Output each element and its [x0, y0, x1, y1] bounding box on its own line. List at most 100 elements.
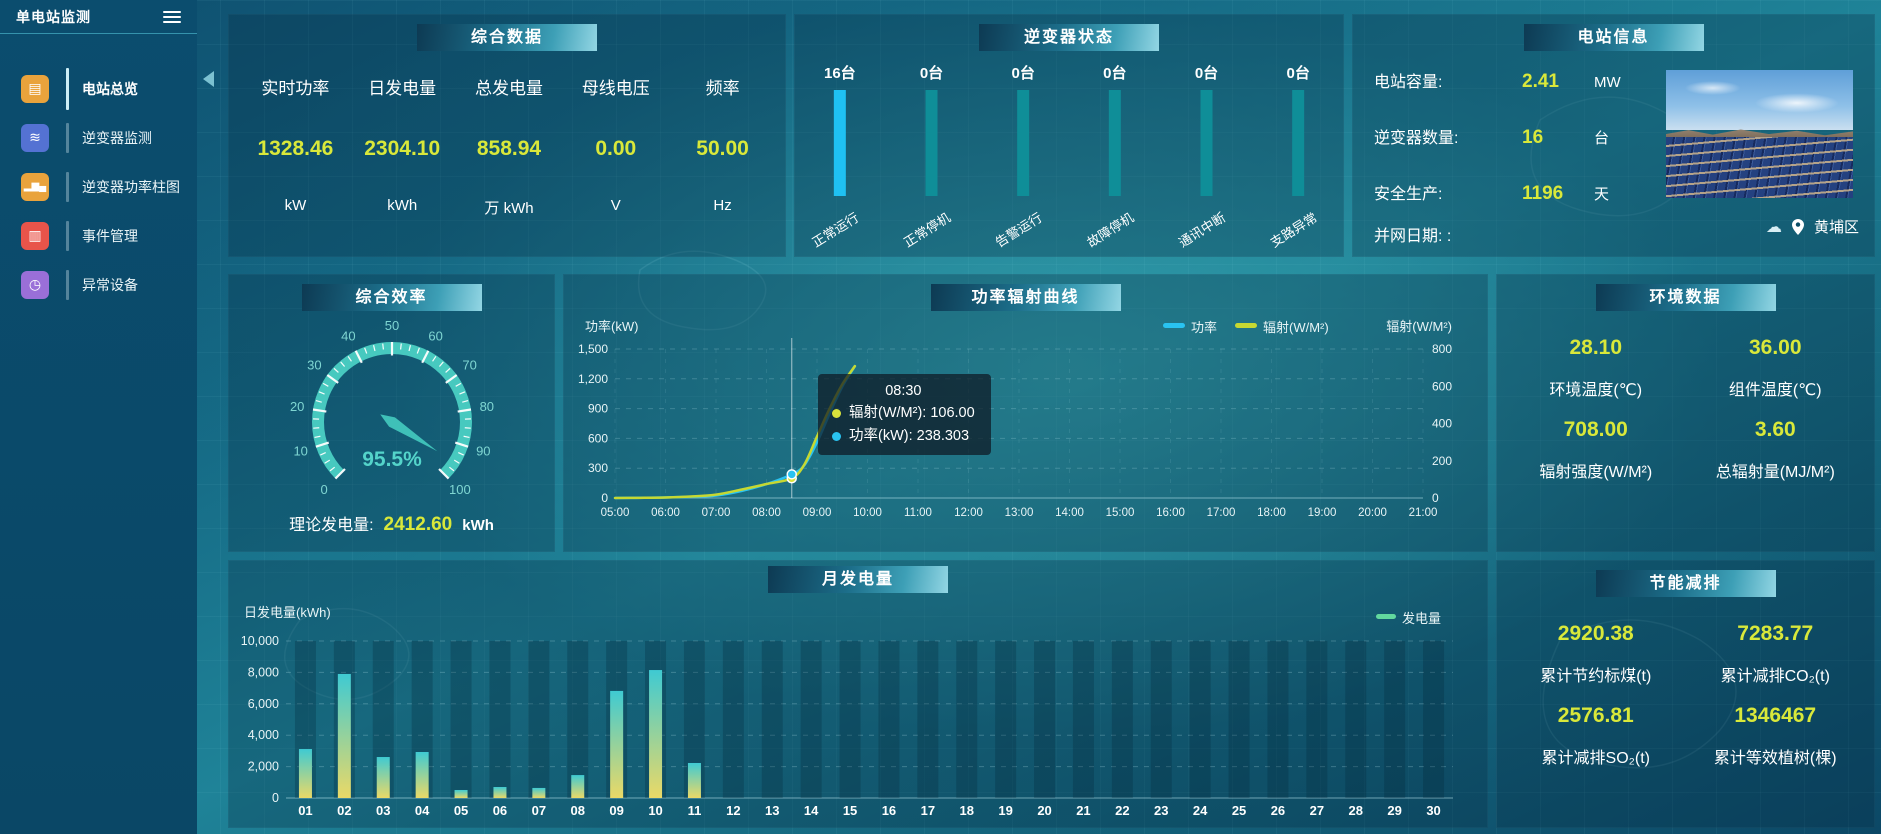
station-photo: [1666, 70, 1853, 198]
summary-stats: 实时功率 1328.46 kW 日发电量 2304.10 kWh 总发电量 85…: [242, 44, 776, 257]
inverter-power-bars-icon: ▂▆▄: [21, 172, 49, 201]
svg-text:辐射(W/M²): 辐射(W/M²): [1263, 320, 1329, 335]
stat-module-temp: 36.00 组件温度(℃): [1686, 336, 1866, 418]
stat-label: 母线电压: [581, 79, 650, 98]
svg-text:0: 0: [1432, 491, 1439, 505]
hamburger-menu-icon[interactable]: [163, 10, 181, 23]
svg-text:95.5%: 95.5%: [362, 448, 422, 471]
stat-co2-reduced: 7283.77 累计减排CO₂(t): [1686, 622, 1866, 704]
sidebar-collapse-arrow[interactable]: [203, 71, 214, 87]
efficiency-gauge: 0 10 20 30 40 50 60 70 80 90 100 95.5%: [228, 312, 555, 518]
svg-text:14:00: 14:00: [1055, 507, 1084, 519]
radiation-dot-icon: [832, 409, 841, 419]
sidebar-menu: ▤ 电站总览 ≋ 逆变器监测 ▂▆▄ 逆变器功率柱图 ▥ 事件管理 ◷: [0, 64, 197, 309]
row-value: 2412.60: [383, 514, 453, 535]
svg-text:20:00: 20:00: [1358, 507, 1387, 519]
svg-text:12:00: 12:00: [954, 507, 983, 519]
svg-text:19: 19: [998, 803, 1012, 818]
svg-text:16:00: 16:00: [1156, 507, 1185, 519]
svg-text:0: 0: [321, 482, 328, 497]
panel-title: 节能减排: [1595, 570, 1776, 597]
row-unit: 台: [1594, 130, 1610, 147]
svg-text:02: 02: [337, 803, 351, 818]
stat-value: 28.10: [1569, 336, 1623, 359]
svg-text:11:00: 11:00: [904, 507, 932, 519]
svg-text:50: 50: [385, 318, 399, 333]
svg-text:27: 27: [1310, 803, 1324, 818]
row-label: 理论发电量:: [289, 517, 374, 534]
row-unit: kWh: [462, 517, 494, 534]
svg-text:10,000: 10,000: [241, 634, 279, 648]
sidebar-item-label: 事件管理: [82, 227, 138, 244]
svg-text:30: 30: [1426, 803, 1440, 818]
svg-text:21: 21: [1076, 803, 1090, 818]
stat-irradiance: 708.00 辐射强度(W/M²): [1506, 418, 1686, 500]
panel-efficiency: 综合效率 0 10 20 30 40 50 60 70 80 90 100 95.5% 理论发电量: …: [228, 274, 555, 552]
row-label: 安全生产:: [1374, 186, 1443, 203]
sidebar-item-inverter-power-bars[interactable]: ▂▆▄ 逆变器功率柱图: [0, 162, 197, 211]
tooltip-radiation: 辐射(W/M²): 106.00: [832, 402, 975, 424]
panel-title: 综合数据: [417, 24, 597, 51]
svg-text:17: 17: [921, 803, 935, 818]
environment-stats: 28.10 环境温度(℃) 36.00 组件温度(℃) 708.00 辐射强度(…: [1506, 336, 1865, 552]
svg-text:08:00: 08:00: [752, 507, 781, 519]
svg-text:19:00: 19:00: [1308, 507, 1337, 519]
station-overview-icon: ▤: [21, 74, 49, 103]
panel-title: 功率辐射曲线: [930, 284, 1121, 311]
tooltip-text: 辐射(W/M²): 106.00: [849, 405, 975, 422]
row-label: 并网日期: :: [1374, 228, 1452, 245]
location-pin-icon[interactable]: [1791, 218, 1804, 235]
item-divider: [66, 171, 69, 202]
svg-text:24: 24: [1193, 803, 1208, 818]
svg-text:05: 05: [454, 803, 468, 818]
svg-text:1,200: 1,200: [578, 372, 608, 386]
item-divider: [66, 122, 69, 153]
stat-value: 2304.10: [364, 137, 441, 160]
svg-text:07: 07: [532, 803, 546, 818]
stat-label: 组件温度(℃): [1728, 382, 1822, 399]
panel-title: 电站信息: [1523, 24, 1704, 51]
stat-total-energy: 总发电量 858.94 万 kWh: [456, 44, 563, 257]
svg-text:05:00: 05:00: [601, 507, 630, 519]
location-name[interactable]: 黄埔区: [1813, 219, 1859, 236]
monthly-energy-chart[interactable]: 日发电量(kWh) 发电量 0 2,000 4,000 6,000 8,000 10,000 0…: [228, 560, 1488, 828]
panel-power-curve: 功率辐射曲线 功率(kW) 辐射(W/M²) 功率 辐射(W/M²) 0 300 600 90…: [563, 274, 1488, 552]
svg-text:2,000: 2,000: [248, 760, 279, 774]
location-bar: ☁ 黄埔区: [1766, 216, 1859, 237]
svg-text:13:00: 13:00: [1005, 507, 1034, 519]
sidebar-item-event-management[interactable]: ▥ 事件管理: [0, 211, 197, 260]
svg-text:故障停机: 故障停机: [1084, 210, 1136, 250]
stat-unit: Hz: [713, 197, 732, 214]
svg-text:6,000: 6,000: [248, 697, 279, 711]
svg-text:发电量: 发电量: [1402, 611, 1441, 626]
svg-text:08: 08: [571, 803, 585, 818]
sidebar-item-abnormal-device[interactable]: ◷ 异常设备: [0, 260, 197, 309]
svg-text:01: 01: [298, 803, 312, 818]
stat-value: 7283.77: [1737, 622, 1814, 645]
svg-text:16台: 16台: [824, 64, 856, 82]
sidebar-item-inverter-monitor[interactable]: ≋ 逆变器监测: [0, 113, 197, 162]
item-divider: [66, 220, 69, 251]
svg-text:日发电量(kWh): 日发电量(kWh): [244, 605, 331, 620]
stat-label: 频率: [705, 79, 740, 98]
svg-text:0: 0: [272, 791, 279, 805]
svg-text:200: 200: [1432, 454, 1452, 468]
svg-text:18:00: 18:00: [1257, 507, 1286, 519]
weather-cloud-icon[interactable]: ☁: [1765, 218, 1782, 236]
sidebar-item-label: 逆变器监测: [82, 129, 152, 146]
row-value: 2.41: [1522, 71, 1559, 92]
svg-text:14: 14: [804, 803, 819, 818]
stat-total-radiation: 3.60 总辐射量(MJ/M²): [1686, 418, 1866, 500]
svg-text:告警运行: 告警运行: [993, 210, 1045, 250]
sidebar-item-station-overview[interactable]: ▤ 电站总览: [0, 64, 197, 113]
svg-text:70: 70: [462, 358, 476, 373]
item-divider: [66, 269, 69, 300]
station-capacity-row: 电站容量: 2.41 MW: [1374, 68, 1621, 93]
svg-text:12: 12: [726, 803, 740, 818]
svg-text:04: 04: [415, 803, 430, 818]
power-radiation-chart[interactable]: 功率(kW) 辐射(W/M²) 功率 辐射(W/M²) 0 300 600 900 1,200 1…: [563, 274, 1488, 552]
inverter-status-chart[interactable]: 16台 正常运行 0台 正常停机 0台 告警运行 0台 故障停机 0台 通讯中断 0台 支路异常: [794, 48, 1344, 254]
stat-coal-saved: 2920.38 累计节约标煤(t): [1506, 622, 1686, 704]
safe-production-row: 安全生产: 1196 天: [1374, 180, 1609, 205]
